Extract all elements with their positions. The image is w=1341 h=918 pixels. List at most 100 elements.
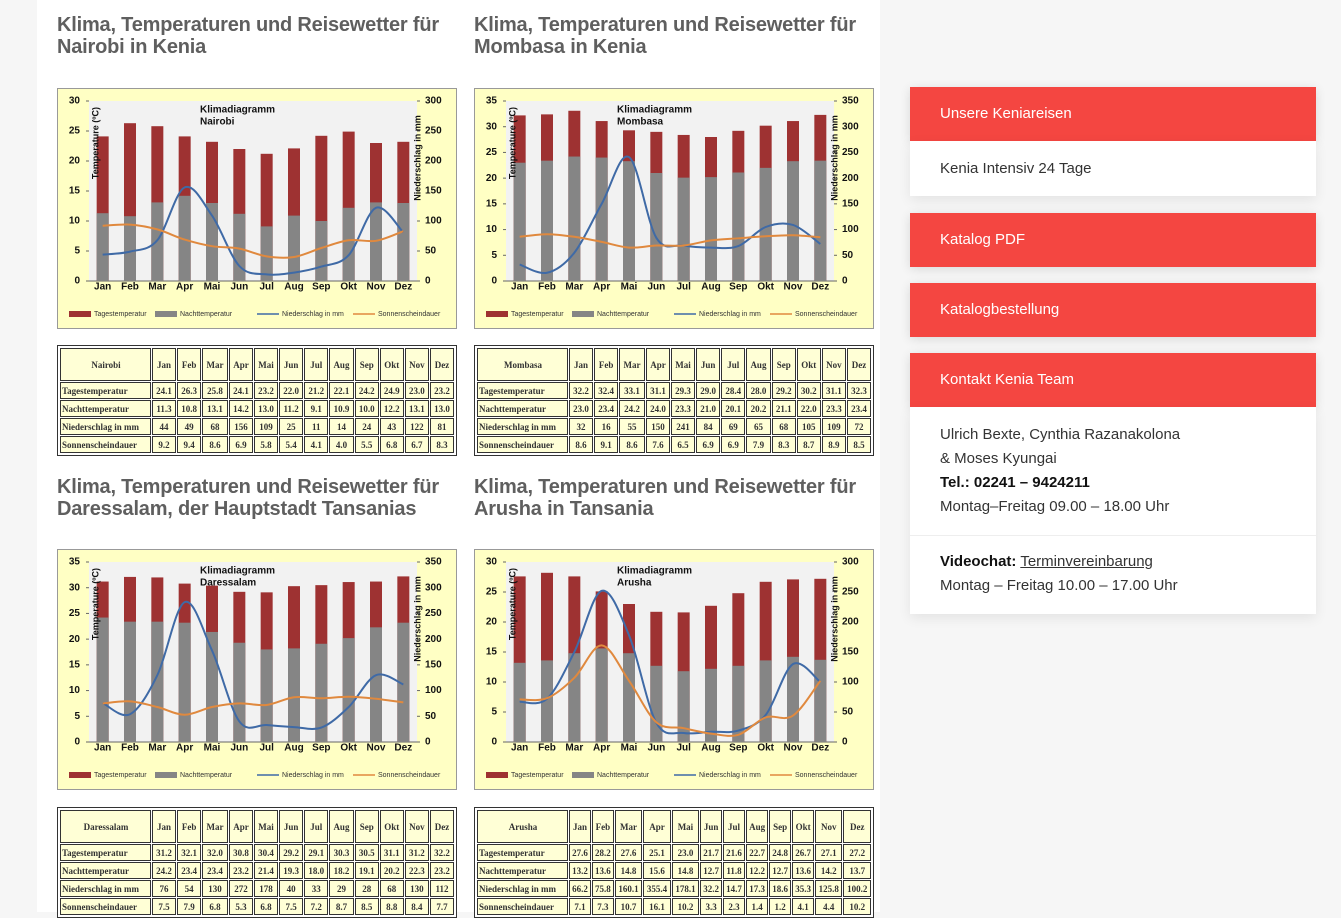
table-cell: Nachttemperatur	[60, 862, 151, 879]
table-cell: 12.2	[379, 400, 404, 417]
table-cell: 130	[202, 880, 228, 897]
x-tick-label: Mar	[565, 282, 583, 293]
y-tick-label: 5	[74, 711, 80, 722]
sidebar-link[interactable]: Katalog PDF	[910, 213, 1316, 267]
table-header-cell: Sep	[771, 348, 796, 381]
table-cell: 29.0	[696, 382, 721, 399]
table-cell: 25	[279, 418, 304, 435]
sidebar-item[interactable]: Kenia Intensiv 24 Tage	[910, 141, 1316, 196]
x-tick-label: Apr	[593, 743, 610, 754]
table-cell: 122	[404, 418, 429, 435]
table-cell: Tagestemperatur	[60, 382, 151, 399]
x-tick-label: Okt	[340, 743, 357, 754]
table-cell: 23.4	[594, 400, 619, 417]
table-cell: 4.4	[815, 898, 843, 915]
table-cell: 13.2	[569, 862, 591, 879]
y2-tick-label: 200	[425, 634, 442, 645]
table-cell: 5.4	[279, 436, 304, 453]
series-line	[102, 223, 404, 259]
table-header-cell: Sep	[769, 810, 792, 843]
table-header-cell: Dez	[429, 348, 454, 381]
contact-box: Ulrich Bexte, Cynthia Razanakolona & Mos…	[910, 407, 1316, 614]
bar	[541, 160, 553, 281]
table-cell: 24.1	[228, 382, 253, 399]
table-cell: 6.9	[696, 436, 721, 453]
y2-tick-label: 350	[842, 96, 859, 107]
x-tick-label: Dez	[394, 282, 412, 293]
legend-label: Niederschlag in mm	[699, 772, 761, 779]
table-header-cell: Feb	[594, 348, 619, 381]
videochat-link[interactable]: Terminvereinbarung	[1020, 553, 1153, 570]
table-cell: 11.2	[279, 400, 304, 417]
table-cell: 14.2	[228, 400, 253, 417]
y-tick-label: 10	[69, 216, 81, 227]
table-cell: 8.3	[771, 436, 796, 453]
bar	[568, 653, 581, 742]
bar	[568, 156, 581, 281]
bar	[96, 617, 109, 742]
table-cell: 241	[671, 418, 696, 435]
legend-swatch	[69, 772, 91, 778]
table-header-cell: Aug	[329, 348, 354, 381]
table-header-cell: Mai	[671, 348, 696, 381]
table-cell: 8.9	[821, 436, 846, 453]
legend-label: Nachttemperatur	[597, 311, 650, 318]
y2-tick-label: 50	[842, 707, 854, 718]
table-cell: 23.0	[569, 400, 594, 417]
x-tick-label: Apr	[593, 282, 610, 293]
y2-tick-label: 50	[425, 246, 437, 257]
table-cell: 9.1	[304, 400, 329, 417]
table-cell: Tagestemperatur	[60, 844, 151, 861]
y-tick-label: 15	[486, 198, 498, 209]
table-cell: 6.7	[404, 436, 429, 453]
climate-table: Daressalam Jan Feb Mar Apr Mai Jun Jul Aug Sep Okt…	[57, 807, 457, 918]
table: Mombasa Jan Feb Mar Apr Mai Jun Jul Aug Sep Okt Nov…	[476, 347, 872, 454]
table-cell: 20.2	[746, 400, 771, 417]
legend-label: Sonnenscheindauer	[378, 311, 441, 318]
table-header-cell: Mai	[671, 810, 700, 843]
table-cell: 33.1	[619, 382, 645, 399]
table-cell: 5.3	[228, 898, 253, 915]
table-cell: 13.6	[591, 862, 614, 879]
y-tick-label: 5	[74, 246, 80, 257]
bar	[233, 213, 246, 281]
x-tick-label: Jun	[647, 743, 665, 754]
table-cell: 3.3	[700, 898, 723, 915]
table-cell: 81	[429, 418, 454, 435]
table: Nairobi Jan Feb Mar Apr Mai Jun Jul Aug Sep Okt Nov…	[59, 347, 455, 454]
y2-tick-label: 300	[425, 582, 442, 593]
y2-tick-label: 250	[425, 126, 442, 137]
sidebar-link[interactable]: Katalogbestellung	[910, 283, 1316, 337]
table-cell: 4.0	[329, 436, 354, 453]
section-heading: Klima, Temperaturen und Reisewetter für …	[474, 476, 856, 520]
table-cell: 160.1	[614, 880, 643, 897]
table-cell: 10.7	[614, 898, 643, 915]
table-header-cell: Jun	[696, 348, 721, 381]
table-cell: 23.2	[254, 382, 279, 399]
legend-swatch	[155, 311, 177, 317]
table-cell: 32.3	[846, 382, 871, 399]
table-cell: 24.0	[645, 400, 670, 417]
table-cell: 23.0	[404, 382, 429, 399]
y-tick-label: 0	[491, 276, 497, 287]
table-cell: 29.3	[671, 382, 696, 399]
plot-area	[506, 101, 834, 281]
x-tick-label: Jul	[676, 743, 691, 754]
table-header-cell: Sep	[354, 348, 379, 381]
x-tick-label: Aug	[701, 743, 720, 754]
table-cell: 7.7	[429, 898, 454, 915]
y-axis-label: Temperature (ºC)	[507, 107, 517, 179]
table-cell: 69	[721, 418, 746, 435]
y2-tick-label: 150	[425, 659, 442, 670]
table-cell: 23.4	[846, 400, 871, 417]
y2-tick-label: 150	[842, 647, 859, 658]
table-cell: 28	[354, 880, 379, 897]
sidebar-heading[interactable]: Unsere Keniareisen	[910, 87, 1316, 141]
table-header-cell: Daressalam	[60, 810, 151, 843]
table-header-cell: Jul	[723, 810, 745, 843]
table-header-cell: Okt	[792, 810, 815, 843]
x-tick-label: Mar	[565, 743, 583, 754]
legend-swatch	[572, 772, 594, 778]
table-cell: 22.0	[796, 400, 821, 417]
legend-label: Tagestemperatur	[94, 311, 147, 318]
